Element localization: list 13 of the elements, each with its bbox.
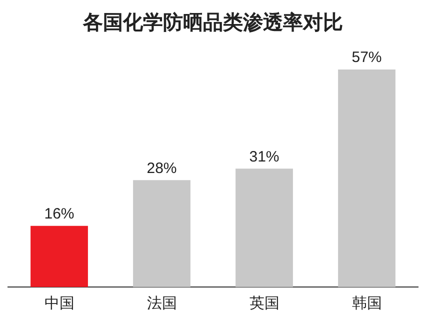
- bar: [30, 226, 88, 287]
- chart-title: 各国化学防晒品类渗透率对比: [82, 9, 344, 36]
- data-label: 16%: [44, 206, 74, 223]
- x-tick-label: 法国: [146, 294, 177, 312]
- bar: [338, 69, 396, 287]
- x-tick-label: 韩国: [352, 294, 382, 312]
- data-label: 57%: [352, 49, 382, 66]
- x-tick-label: 中国: [44, 294, 74, 312]
- x-tick-label: 英国: [249, 294, 280, 312]
- bar: [236, 168, 293, 287]
- bar: [133, 180, 190, 287]
- data-label: 31%: [249, 148, 280, 166]
- data-label: 28%: [146, 160, 177, 177]
